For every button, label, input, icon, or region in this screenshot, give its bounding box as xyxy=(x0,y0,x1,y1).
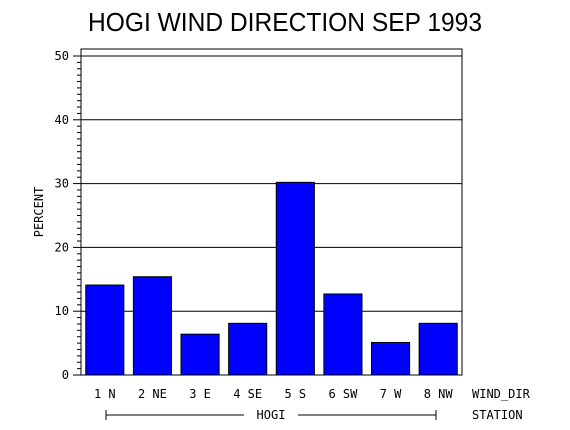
y-minor-ticks xyxy=(77,61,81,370)
bar xyxy=(180,333,220,376)
y-tick-label: 10 xyxy=(55,304,69,318)
y-axis-label: PERCENT xyxy=(32,187,46,238)
bar xyxy=(85,284,125,376)
x-tick-labels: 1 N 2 NE 3 E 4 SE 5 S 6 SW 7 W 8 NW xyxy=(94,387,453,401)
bar xyxy=(418,322,458,376)
station-bracket xyxy=(105,410,437,420)
bar xyxy=(371,341,411,376)
bars xyxy=(85,181,458,376)
y-tick-label: 20 xyxy=(55,240,69,254)
bar xyxy=(275,181,315,376)
station-axis-label: STATION xyxy=(472,408,523,422)
bar xyxy=(323,293,363,376)
chart-title: HOGI WIND DIRECTION SEP 1993 xyxy=(88,7,482,37)
x-tick-label: 4 SE xyxy=(233,387,262,401)
x-tick-label: 5 S xyxy=(284,387,306,401)
bar xyxy=(228,322,268,376)
x-axis-label: WIND_DIR xyxy=(472,387,531,401)
x-tick-label: 1 N xyxy=(94,387,116,401)
y-tick-label: 50 xyxy=(55,49,69,63)
y-tick-labels: 0 10 20 30 40 50 xyxy=(55,49,69,382)
station-group-label: HOGI xyxy=(257,408,286,422)
x-tick-label: 8 NW xyxy=(424,387,454,401)
x-tick-label: 7 W xyxy=(380,387,402,401)
x-tick-label: 6 SW xyxy=(328,387,358,401)
y-tick-label: 40 xyxy=(55,113,69,127)
gridlines xyxy=(73,55,462,376)
y-tick-label: 30 xyxy=(55,177,69,191)
x-tick-label: 3 E xyxy=(189,387,211,401)
bar xyxy=(132,276,172,376)
y-tick-label: 0 xyxy=(62,368,69,382)
x-tick-label: 2 NE xyxy=(138,387,167,401)
